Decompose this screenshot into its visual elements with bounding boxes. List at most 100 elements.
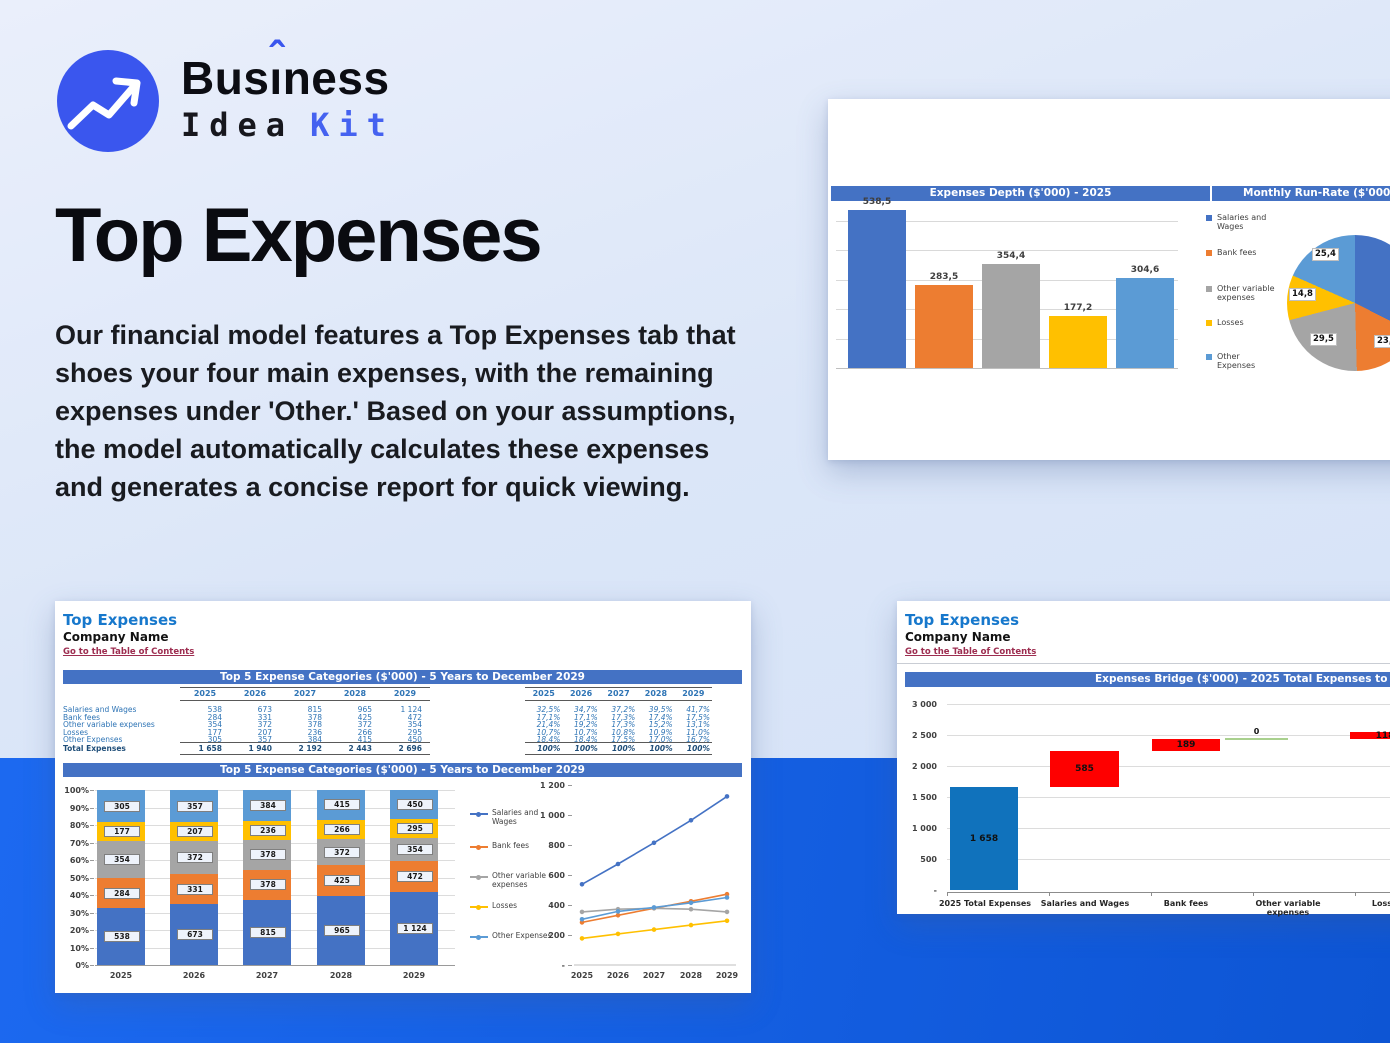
y-tick-mark [568, 965, 572, 966]
segment-label: 1 124 [397, 923, 433, 934]
x-axis-line [95, 965, 455, 966]
year-header-cell: 2026 [569, 689, 593, 698]
y-tick-label: - [561, 961, 565, 970]
x-tick-label: Other variable expenses [1255, 899, 1321, 917]
chart-header-expenses-bridge: Expenses Bridge ($'000) - 2025 Total Exp… [905, 672, 1390, 687]
waterfall-label: 189 [1176, 740, 1196, 751]
y-tick-label: 2 500 [911, 731, 937, 740]
gridline [836, 221, 1178, 222]
segment-label: 425 [324, 875, 360, 887]
line-chart [574, 794, 736, 966]
table-cell: 1 124 [400, 705, 422, 714]
x-axis-line [947, 892, 1390, 893]
brand-text: ı [269, 52, 283, 104]
segment-label: 815 [250, 926, 286, 938]
y-tick-label: 600 [548, 871, 565, 880]
legend-marker-icon [1206, 215, 1212, 221]
table-row-label: Other variable expenses [63, 720, 155, 729]
gridline [947, 766, 1390, 767]
x-tick-label: 2025 [109, 971, 133, 980]
table-cell: 18,4% [536, 735, 561, 744]
table-cell: 10,7% [573, 727, 598, 737]
waterfall-bar [950, 787, 1018, 890]
legend-item: Other variable expenses [492, 871, 546, 889]
legend-item: Salaries and Wages [1217, 213, 1267, 231]
table-year-header-row: 2025 2026 2027 2028 2029 [180, 687, 430, 701]
waterfall-bar [1050, 750, 1119, 788]
table-cell: 378 [307, 720, 322, 729]
segment-label: 378 [250, 849, 286, 861]
table-rule [525, 742, 712, 743]
bar [982, 263, 1040, 368]
y-tick-mark [568, 905, 572, 906]
gridline [947, 735, 1390, 736]
x-tick-label: Losses [1371, 899, 1390, 908]
legend-item: Salaries and Wages [492, 808, 539, 826]
segment-label: 415 [324, 799, 360, 811]
table-cell: 425 [357, 712, 372, 722]
y-tick-label: 20% [69, 926, 89, 935]
table-cell: 17,1% [573, 712, 598, 722]
waterfall-zero-line [1225, 738, 1288, 741]
table-total-cell: 100% [574, 744, 598, 753]
table-cell: 17,5% [611, 735, 636, 744]
legend-item: Other Expenses [1217, 352, 1256, 370]
chart-title: Monthly Run-Rate ($'000 [1243, 187, 1390, 199]
data-point [615, 913, 621, 918]
y-tick-mark [90, 825, 94, 826]
x-tick-label: Salaries and Wages [1040, 899, 1130, 908]
year-header-cell: 2029 [393, 689, 417, 698]
y-tick-mark [568, 845, 572, 846]
gridline [947, 828, 1390, 829]
y-tick-label: 2 000 [911, 762, 937, 771]
data-point [615, 861, 621, 867]
x-tick-label: 2026 [182, 971, 206, 980]
brand-text-accent: Kit [310, 106, 395, 144]
segment-label: 384 [250, 799, 286, 811]
table-of-contents-link[interactable]: Go to the Table of Contents [905, 647, 1037, 657]
y-tick-mark [90, 807, 94, 809]
data-point [688, 818, 694, 823]
y-tick-label: 1 200 [539, 781, 565, 790]
y-tick-label: 800 [548, 841, 565, 850]
y-tick-mark [90, 947, 94, 949]
table-cell: 39,5% [648, 705, 673, 714]
table-cell: 18,4% [573, 735, 598, 744]
x-axis-tick [1253, 892, 1254, 896]
table-row: 284 331 378 425 472 [180, 712, 430, 722]
sheet-title: Top Expenses [63, 611, 178, 629]
waterfall-label: 585 [1075, 764, 1094, 775]
bar [1116, 278, 1174, 368]
x-axis-line [836, 368, 1178, 369]
y-tick-mark [90, 790, 94, 791]
x-tick-label: 2026 [606, 971, 630, 980]
segment-label: 965 [324, 924, 360, 936]
y-tick-label: 1 500 [911, 793, 937, 802]
table-header: Top 5 Expense Categories ($'000) - 5 Yea… [63, 670, 742, 684]
segment-label: 305 [104, 800, 140, 812]
table-cell: 378 [307, 712, 322, 722]
table-cell: 965 [357, 705, 372, 714]
table-cell: 17,4% [648, 712, 673, 722]
legend-item: Other Expenses [492, 931, 552, 940]
chart-title: Expenses Bridge ($'000) - 2025 Total Exp… [1095, 673, 1390, 685]
y-tick-mark [90, 965, 94, 966]
table-cell: 266 [357, 727, 372, 737]
segment-label: 331 [177, 883, 213, 895]
table-total-cell: 2 192 [298, 744, 323, 753]
waterfall-bar [1152, 739, 1220, 751]
brand: Busı ˆ ness Idea Kit [57, 33, 395, 152]
x-axis-tick [1151, 892, 1152, 896]
y-tick-label: 40% [69, 891, 89, 900]
chart-header-top5: Top 5 Expense Categories ($'000) - 5 Yea… [63, 763, 742, 777]
table-of-contents-link[interactable]: Go to the Table of Contents [63, 647, 195, 657]
y-tick-label: 80% [69, 821, 89, 830]
table-row: 10,7% 10,7% 10,8% 10,9% 11,0% [525, 727, 712, 737]
data-point [579, 936, 585, 941]
screenshot-top5-expense-categories-card: Top Expenses Company Name Go to the Tabl… [55, 601, 751, 993]
data-point [651, 840, 657, 846]
table-cell: 415 [357, 735, 372, 744]
line-series [581, 795, 728, 885]
table-rule [180, 742, 430, 743]
data-point [579, 917, 585, 922]
